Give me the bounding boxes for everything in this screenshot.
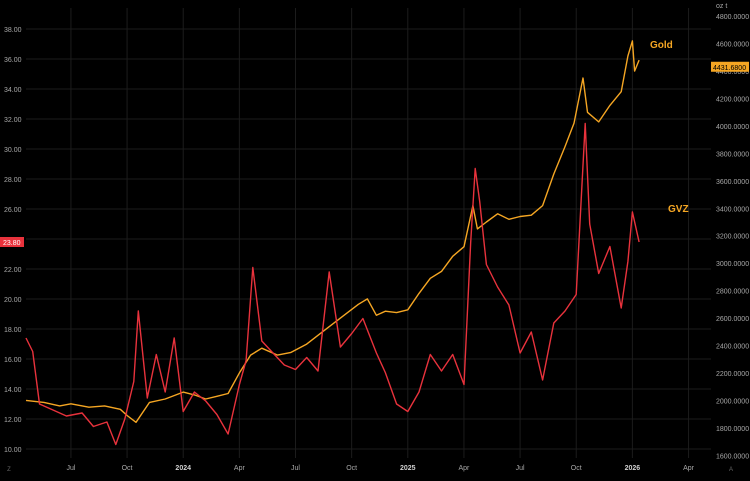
gvz-series-line [25, 122, 640, 446]
x-axis-tick-label: Jul [66, 465, 75, 472]
right-axis-tick-label: 4000.0000 [716, 124, 749, 131]
right-axis-tick-label: 3400.0000 [716, 206, 749, 213]
gold-current-value: 4431.6800 [713, 65, 746, 72]
left-axis-tick-label: 26.00 [4, 207, 22, 214]
left-axis-tick-label: 38.00 [4, 27, 22, 34]
left-axis-tick-label: 20.00 [4, 297, 22, 304]
x-axis-tick-label: Jul [291, 465, 300, 472]
right-axis-tick-label: 3600.0000 [716, 179, 749, 186]
right-axis-tick-label: 1800.0000 [716, 426, 749, 433]
left-axis-tick-label: 30.00 [4, 147, 22, 154]
left-axis-tick-label: 22.00 [4, 267, 22, 274]
right-axis-tick-label: 4200.0000 [716, 97, 749, 104]
right-axis-tick-label: 2200.0000 [716, 371, 749, 378]
x-axis-tick-label: 2024 [175, 465, 191, 472]
left-axis-tick-label: 34.00 [4, 87, 22, 94]
right-axis-tick-label: 2600.0000 [716, 316, 749, 323]
right-axis-tick-label: 2000.0000 [716, 398, 749, 405]
left-axis-tick-label: 10.00 [4, 447, 22, 454]
right-axis-tick-label: 3200.0000 [716, 234, 749, 241]
corner-left-label: Z [7, 467, 11, 473]
gold-series-line [25, 40, 640, 423]
right-axis-tick-label: 4400.0000 [716, 69, 749, 76]
right-axis-tick-label: 4600.0000 [716, 42, 749, 49]
x-axis-tick-label: Oct [346, 465, 357, 472]
series-layer [25, 40, 640, 446]
x-axis-tick-label: Apr [234, 465, 246, 472]
left-axis-tick-label: 12.00 [4, 417, 22, 424]
left-axis-tick-label: 32.00 [4, 117, 22, 124]
left-axis-tick-label: 28.00 [4, 177, 22, 184]
right-axis-unit: oz t [716, 3, 727, 10]
left-axis-tick-label: 36.00 [4, 57, 22, 64]
left-axis-tick-label: 18.00 [4, 327, 22, 334]
x-axis-tick-label: 2025 [400, 465, 416, 472]
gvz-current-badge [0, 237, 24, 247]
left-axis-tick-label: 14.00 [4, 387, 22, 394]
right-axis-tick-label: 2400.0000 [716, 344, 749, 351]
right-axis-tick-label: 1600.0000 [716, 453, 749, 460]
x-axis-tick-label: Apr [683, 465, 695, 472]
right-axis-tick-label: 3000.0000 [716, 261, 749, 268]
gvz-current-value: 23.80 [3, 240, 21, 247]
right-axis-tick-label: 4800.0000 [716, 14, 749, 21]
right-axis-tick-label: 2800.0000 [716, 289, 749, 296]
axis-layer: 10.0012.0014.0016.0018.0020.0022.0024.00… [0, 3, 749, 473]
left-axis-tick-label: 16.00 [4, 357, 22, 364]
gold-series-label: Gold [650, 40, 673, 51]
gold-current-badge [711, 61, 749, 72]
x-axis-tick-label: Jul [516, 465, 525, 472]
x-axis-tick-label: Oct [122, 465, 133, 472]
grid-layer [26, 8, 711, 458]
x-axis-tick-label: Oct [571, 465, 582, 472]
x-axis-tick-label: Apr [458, 465, 470, 472]
corner-right-label: A [729, 467, 733, 473]
x-axis-tick-label: 2026 [625, 465, 641, 472]
right-axis-tick-label: 3800.0000 [716, 151, 749, 158]
gvz-series-label: GVZ [668, 204, 689, 215]
